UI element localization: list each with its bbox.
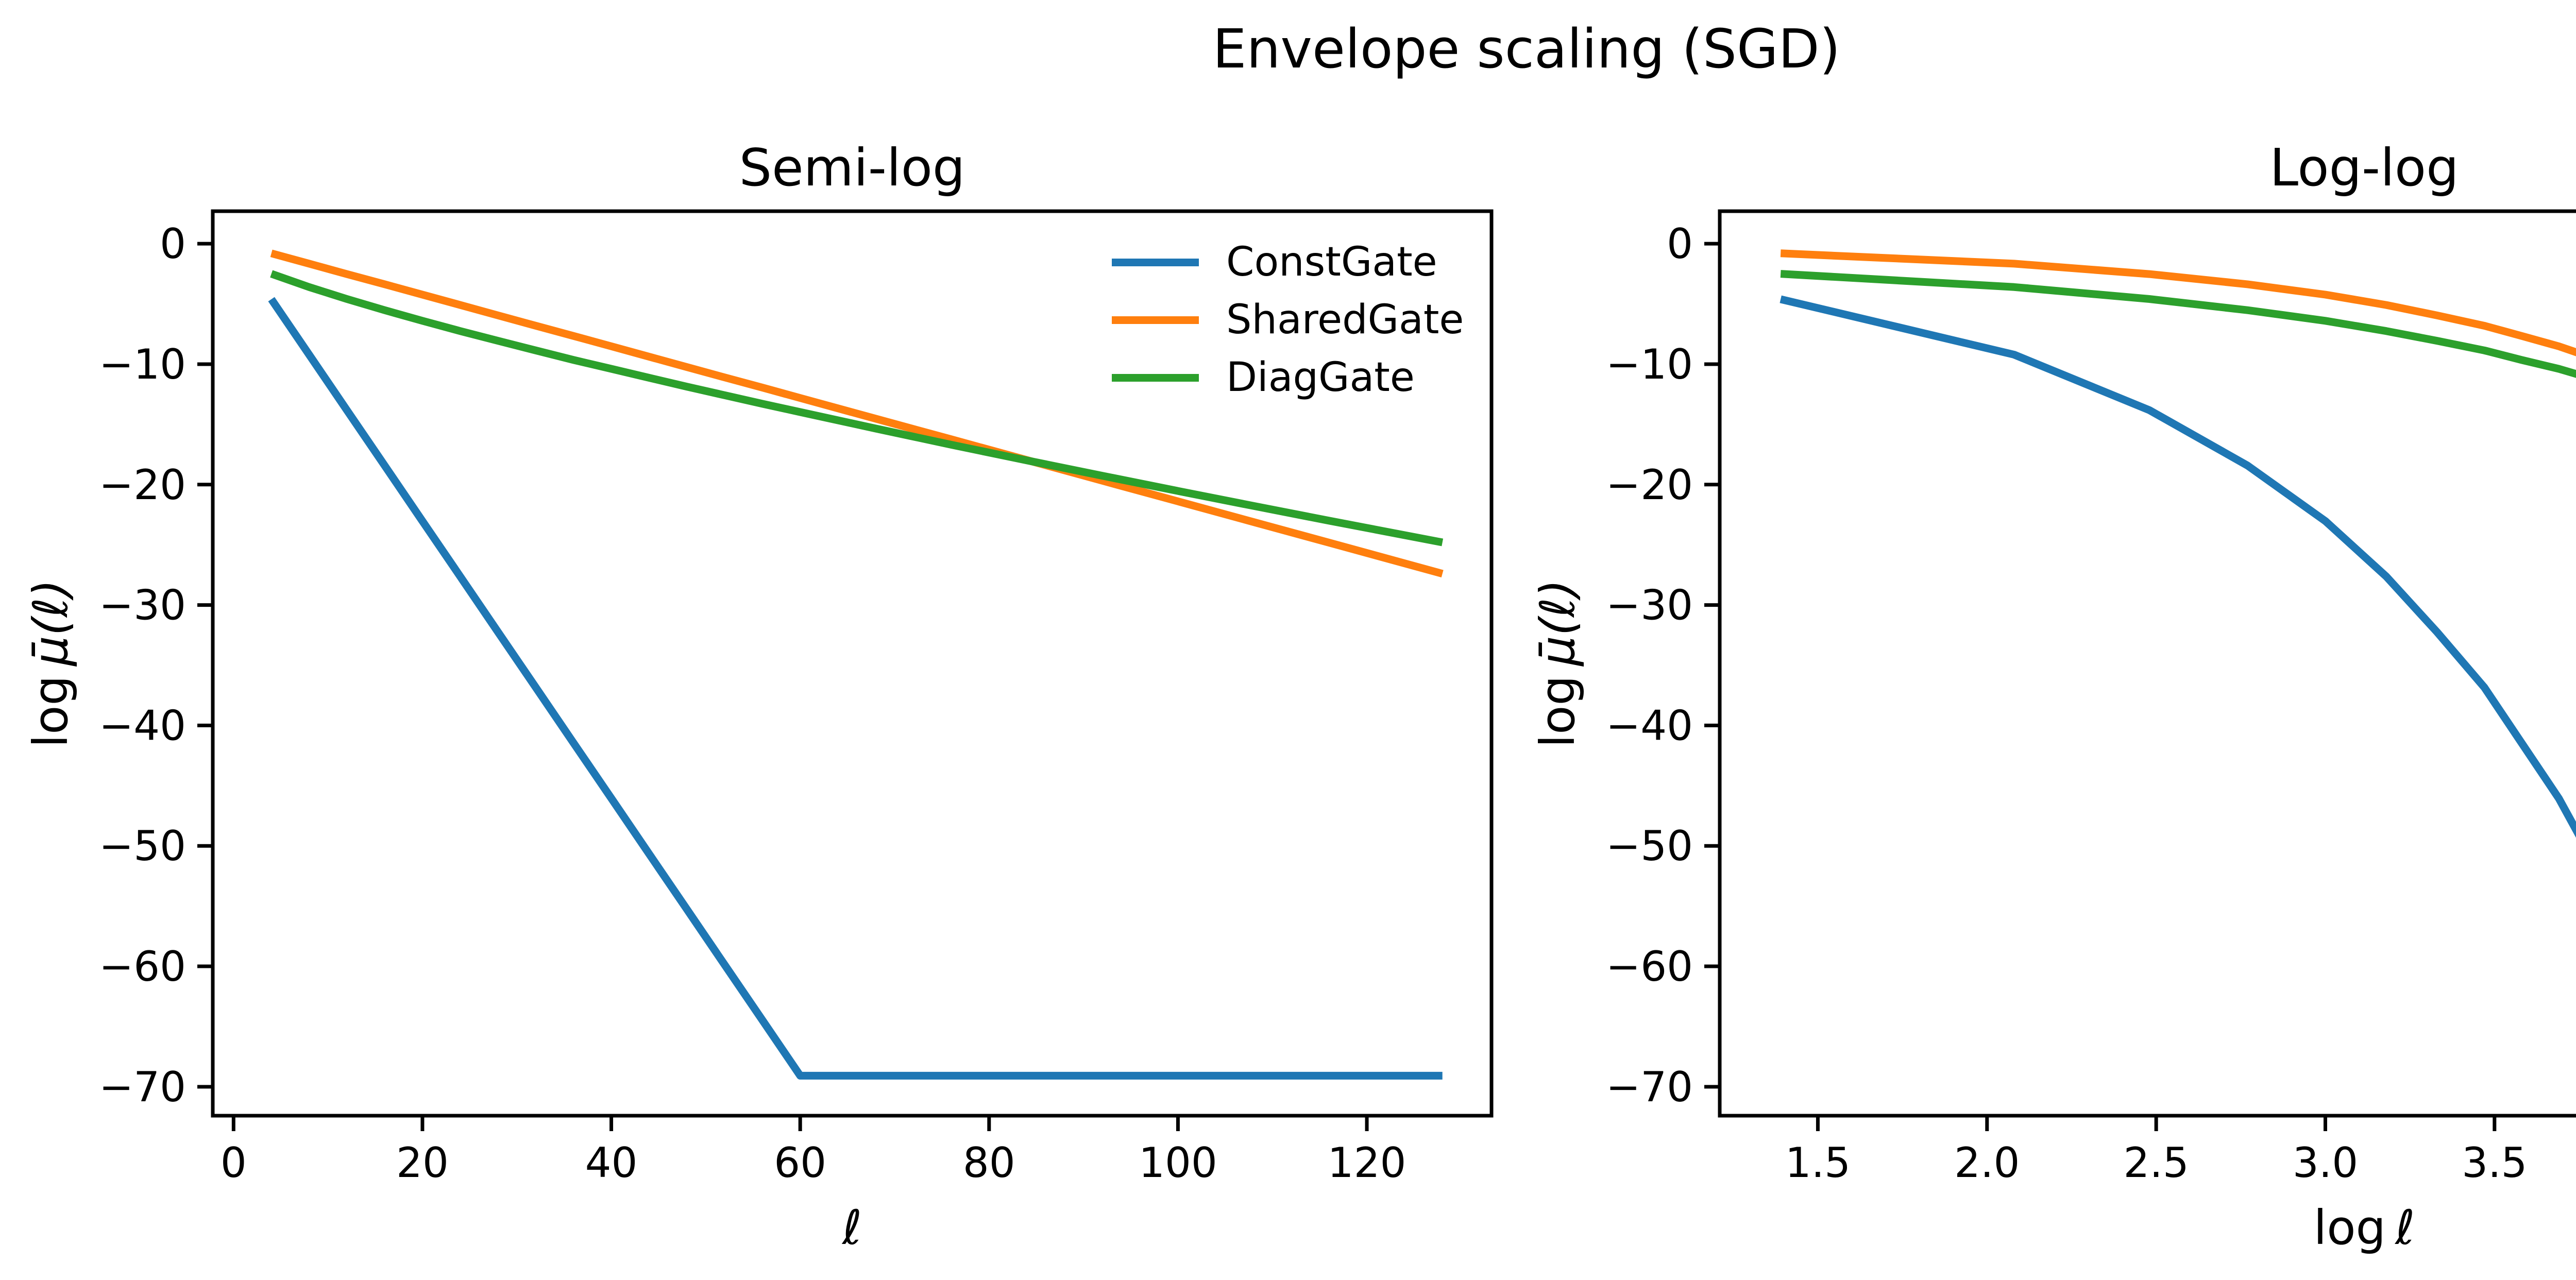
plot-spines-loglog — [1718, 209, 2576, 1118]
x-axis-label-loglog: log ℓ — [2314, 1200, 2415, 1255]
legend: ConstGate SharedGate DiagGate — [1112, 238, 1464, 411]
legend-item-constgate: ConstGate — [1112, 238, 1464, 286]
x-tick-label-semilog: 120 — [1328, 1139, 1406, 1187]
y-tick-label-loglog: −30 — [1606, 582, 1693, 629]
series-constgate-loglog — [1780, 295, 2576, 838]
x-tick-label-loglog: 3.5 — [2462, 1139, 2527, 1187]
legend-label-constgate: ConstGate — [1226, 239, 1437, 285]
y-tick-label-loglog: −10 — [1606, 340, 1693, 388]
y-tick-label-semilog: −40 — [99, 702, 186, 749]
diaggate-line-swatch — [1112, 373, 1199, 382]
legend-label-sharedgate: SharedGate — [1226, 297, 1464, 343]
figure-title: Envelope scaling (SGD) — [1212, 18, 1841, 80]
y-tick-label-loglog: −50 — [1606, 822, 1693, 870]
y-tick-label-semilog: −10 — [99, 340, 186, 388]
y-axis-label-semilog: log μ̄(ℓ) — [23, 579, 78, 748]
x-tick-label-semilog: 60 — [774, 1139, 826, 1187]
subplot-title-loglog: Log-log — [2269, 138, 2459, 198]
y-tick-label-semilog: −70 — [99, 1063, 186, 1111]
legend-item-sharedgate: SharedGate — [1112, 296, 1464, 344]
legend-label-diaggate: DiagGate — [1226, 354, 1415, 401]
x-tick-label-loglog: 2.5 — [2124, 1139, 2189, 1187]
x-axis-label-semilog: ℓ — [841, 1200, 862, 1255]
series-constgate-semilog — [268, 297, 1443, 1080]
x-tick-label-semilog: 20 — [396, 1139, 449, 1187]
series-sharedgate-semilog — [270, 249, 1444, 578]
constgate-line-swatch — [1112, 258, 1199, 266]
axes-loglog: 1.52.02.53.03.54.04.55.00−10−20−30−40−50… — [1530, 209, 2576, 1255]
legend-item-diaggate: DiagGate — [1112, 353, 1464, 402]
x-tick-label-loglog: 2.0 — [1954, 1139, 2020, 1187]
y-tick-label-loglog: −60 — [1606, 943, 1693, 991]
y-axis-label-loglog: log μ̄(ℓ) — [1530, 579, 1585, 748]
x-tick-label-semilog: 80 — [963, 1139, 1015, 1187]
plot-spines-semilog — [211, 209, 1494, 1118]
y-tick-label-loglog: 0 — [1667, 220, 1693, 268]
x-tick-label-semilog: 0 — [221, 1139, 247, 1187]
series-diaggate-semilog — [270, 270, 1444, 547]
y-tick-label-semilog: −30 — [99, 582, 186, 629]
x-tick-label-semilog: 40 — [585, 1139, 638, 1187]
axes-semilog: 0 20 40 60 80 100 120 0 −10 −20 −30 −40 −50 −60 −70 ℓ lo… — [23, 209, 1494, 1255]
y-tick-label-semilog: −20 — [99, 461, 186, 509]
series-sharedgate-loglog — [1780, 249, 2576, 356]
y-tick-label-semilog: −60 — [99, 943, 186, 991]
series-diaggate-loglog — [1780, 270, 2576, 378]
y-tick-label-semilog: 0 — [160, 220, 186, 268]
y-tick-label-semilog: −50 — [99, 822, 186, 870]
x-tick-label-semilog: 100 — [1139, 1139, 1217, 1187]
x-tick-label-loglog: 1.5 — [1785, 1139, 1851, 1187]
x-tick-label-loglog: 3.0 — [2293, 1139, 2358, 1187]
y-tick-label-loglog: −20 — [1606, 461, 1693, 509]
subplot-title-semilog: Semi-log — [739, 138, 965, 198]
y-tick-label-loglog: −40 — [1606, 702, 1693, 749]
y-tick-label-loglog: −70 — [1606, 1063, 1693, 1111]
sharedgate-line-swatch — [1112, 316, 1199, 324]
